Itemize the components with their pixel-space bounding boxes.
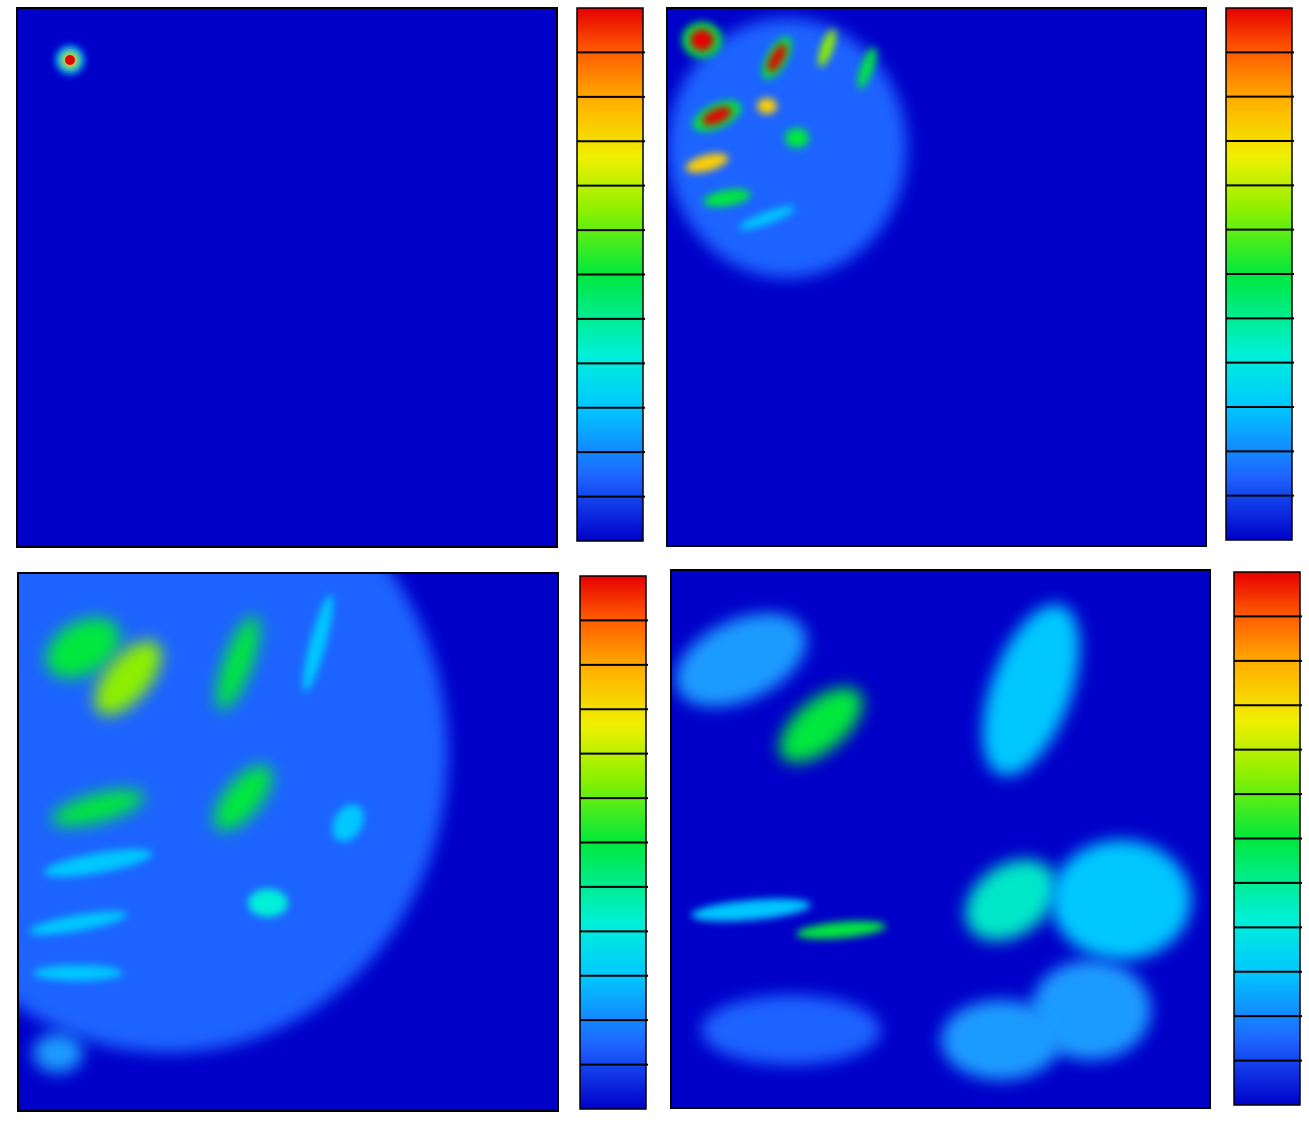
heatmap-blob xyxy=(675,613,807,707)
panels xyxy=(16,7,1302,1112)
heatmap-panel xyxy=(18,573,558,1111)
heatmap-blob xyxy=(982,604,1080,776)
heatmap-blob xyxy=(51,789,145,827)
heatmap-panel xyxy=(667,8,1206,546)
heatmap-blob xyxy=(757,98,777,114)
heatmap-blob xyxy=(213,765,273,831)
heatmap-blob xyxy=(1051,840,1191,960)
heatmap-frame xyxy=(666,7,1207,547)
heatmap-blob xyxy=(702,106,732,126)
heatmap-blob xyxy=(216,615,260,711)
heatmap-blob xyxy=(43,849,153,877)
heatmap-blob xyxy=(785,128,809,148)
heatmap-blob xyxy=(46,617,120,679)
heatmap-blob xyxy=(33,965,123,981)
heatmap-blob xyxy=(767,43,787,73)
heatmap-blob xyxy=(33,1033,83,1073)
heatmap-blob xyxy=(691,898,811,922)
heatmap-frame xyxy=(16,7,558,548)
heatmap-panel xyxy=(17,8,557,547)
heatmap-blob xyxy=(1031,960,1151,1060)
heatmap-blob xyxy=(779,687,863,763)
heatmap-blob xyxy=(796,921,886,939)
heatmap-blob xyxy=(965,859,1057,941)
heatmap-panel xyxy=(671,570,1210,1108)
heatmap-blob xyxy=(65,55,75,65)
heatmap-background xyxy=(17,8,557,547)
heatmap-blob xyxy=(818,29,836,67)
heatmap-blob xyxy=(690,29,714,51)
heatmap-blob xyxy=(302,594,334,692)
heatmap-blob xyxy=(857,47,877,89)
heatmap-frame xyxy=(17,572,559,1112)
heatmap-blob xyxy=(701,995,881,1065)
heatmap-blob xyxy=(685,153,729,173)
heatmap-blob xyxy=(332,804,364,842)
heatmap-blob xyxy=(703,189,751,207)
heatmap-frame xyxy=(670,569,1211,1109)
heatmap-blob xyxy=(941,1000,1061,1080)
heatmap-blob xyxy=(248,889,288,917)
heatmap-blob xyxy=(667,18,907,278)
heatmap-blob xyxy=(28,911,128,935)
heatmap-blob xyxy=(94,640,162,716)
heatmap-blob xyxy=(738,206,796,230)
